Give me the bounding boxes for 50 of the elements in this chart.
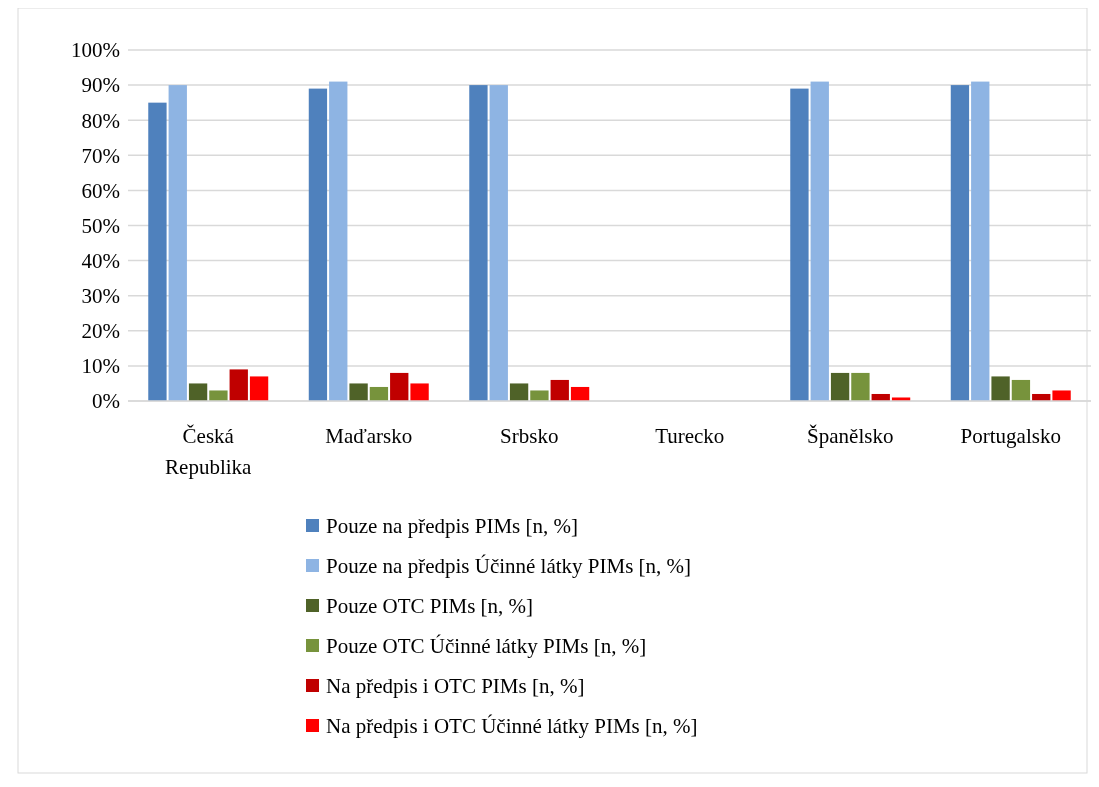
bar <box>168 85 187 401</box>
bar <box>991 376 1010 401</box>
bar <box>249 376 269 401</box>
legend-label: Na předpis i OTC Účinné látky PIMs [n, %] <box>326 714 698 739</box>
legend-label: Pouze OTC PIMs [n, %] <box>326 594 534 619</box>
bar <box>188 383 208 401</box>
bar <box>830 372 850 401</box>
bar <box>329 81 348 401</box>
y-tick-label: 60% <box>81 178 120 203</box>
y-tick-label: 80% <box>81 108 120 133</box>
y-tick-label: 100% <box>71 38 120 63</box>
y-tick-label: 10% <box>81 354 120 379</box>
bar <box>349 383 368 401</box>
x-tick-label: Turecko <box>655 424 725 448</box>
bar <box>550 379 569 401</box>
y-tick-label: 70% <box>81 143 120 168</box>
y-tick-label: 90% <box>81 73 120 98</box>
bar <box>1011 379 1031 401</box>
bar <box>790 88 809 401</box>
bar <box>971 81 990 401</box>
bar <box>469 85 488 401</box>
legend-label: Pouze na předpis Účinné látky PIMs [n, %] <box>326 554 692 579</box>
bar <box>209 390 228 401</box>
legend-label: Pouze OTC Účinné látky PIMs [n, %] <box>326 634 647 659</box>
x-tick-label: Česká Republika <box>165 424 253 479</box>
bar <box>229 369 248 401</box>
y-tick-label: 0% <box>92 389 120 414</box>
y-tick-label: 50% <box>81 213 120 238</box>
bar <box>570 386 590 401</box>
x-tick-label: Portugalsko <box>960 424 1061 448</box>
bar <box>148 102 167 401</box>
bar <box>308 88 328 401</box>
x-tick-label: Maďarsko <box>325 424 413 448</box>
bar <box>1052 390 1071 401</box>
bar <box>810 81 829 401</box>
bar <box>369 386 389 401</box>
bar <box>530 390 549 401</box>
y-tick-label: 40% <box>81 248 120 273</box>
bar <box>489 85 508 401</box>
x-tick-label: Srbsko <box>500 424 559 448</box>
bar <box>390 372 409 401</box>
bar <box>410 383 429 401</box>
bar <box>950 85 970 401</box>
legend-label: Pouze na předpis PIMs [n, %] <box>326 514 578 539</box>
bar <box>851 372 870 401</box>
y-tick-label: 30% <box>81 284 120 309</box>
legend-label: Na předpis i OTC PIMs [n, %] <box>326 674 585 699</box>
y-tick-label: 20% <box>81 319 120 344</box>
x-tick-label: Španělsko <box>807 424 894 448</box>
bar <box>509 383 529 401</box>
